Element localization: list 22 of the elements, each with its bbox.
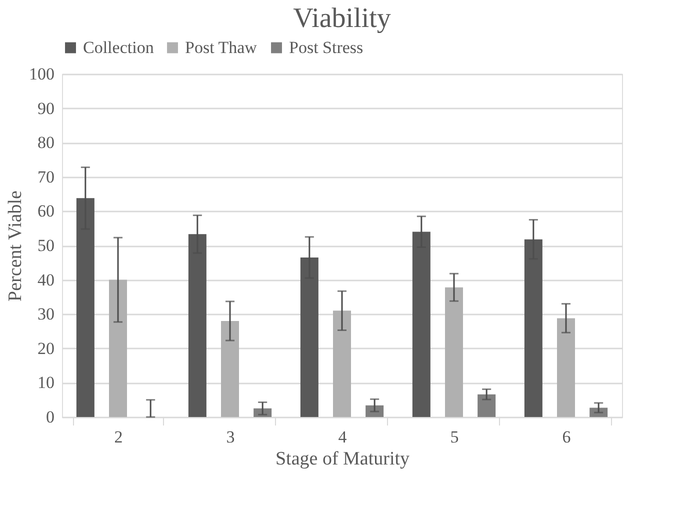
- y-tick-label: 90: [38, 98, 54, 118]
- legend-label: Post Thaw: [185, 38, 258, 57]
- x-tick-label: 4: [338, 428, 348, 446]
- x-tick-label: 6: [562, 428, 571, 446]
- x-tick-label: 2: [114, 428, 123, 446]
- x-axis-title: Stage of Maturity: [275, 448, 410, 470]
- x-tick-label: 3: [226, 428, 235, 446]
- y-tick-label: 50: [38, 236, 54, 255]
- chart-title: Viability: [293, 3, 391, 34]
- x-tick-label: 5: [450, 428, 459, 446]
- y-tick-label: 0: [46, 408, 54, 426]
- y-tick-label: 10: [38, 373, 54, 392]
- legend-label: Post Stress: [289, 38, 364, 57]
- y-tick-label: 80: [38, 133, 54, 152]
- y-tick-label: 60: [38, 202, 54, 221]
- y-tick-label: 40: [38, 270, 54, 290]
- legend-label: Collection: [83, 38, 154, 57]
- y-tick-label: 30: [38, 304, 54, 324]
- y-tick-label: 100: [29, 64, 54, 84]
- y-tick-label: 20: [38, 338, 54, 358]
- y-axis-title: Percent Viable: [5, 190, 26, 302]
- y-tick-label: 70: [38, 167, 54, 186]
